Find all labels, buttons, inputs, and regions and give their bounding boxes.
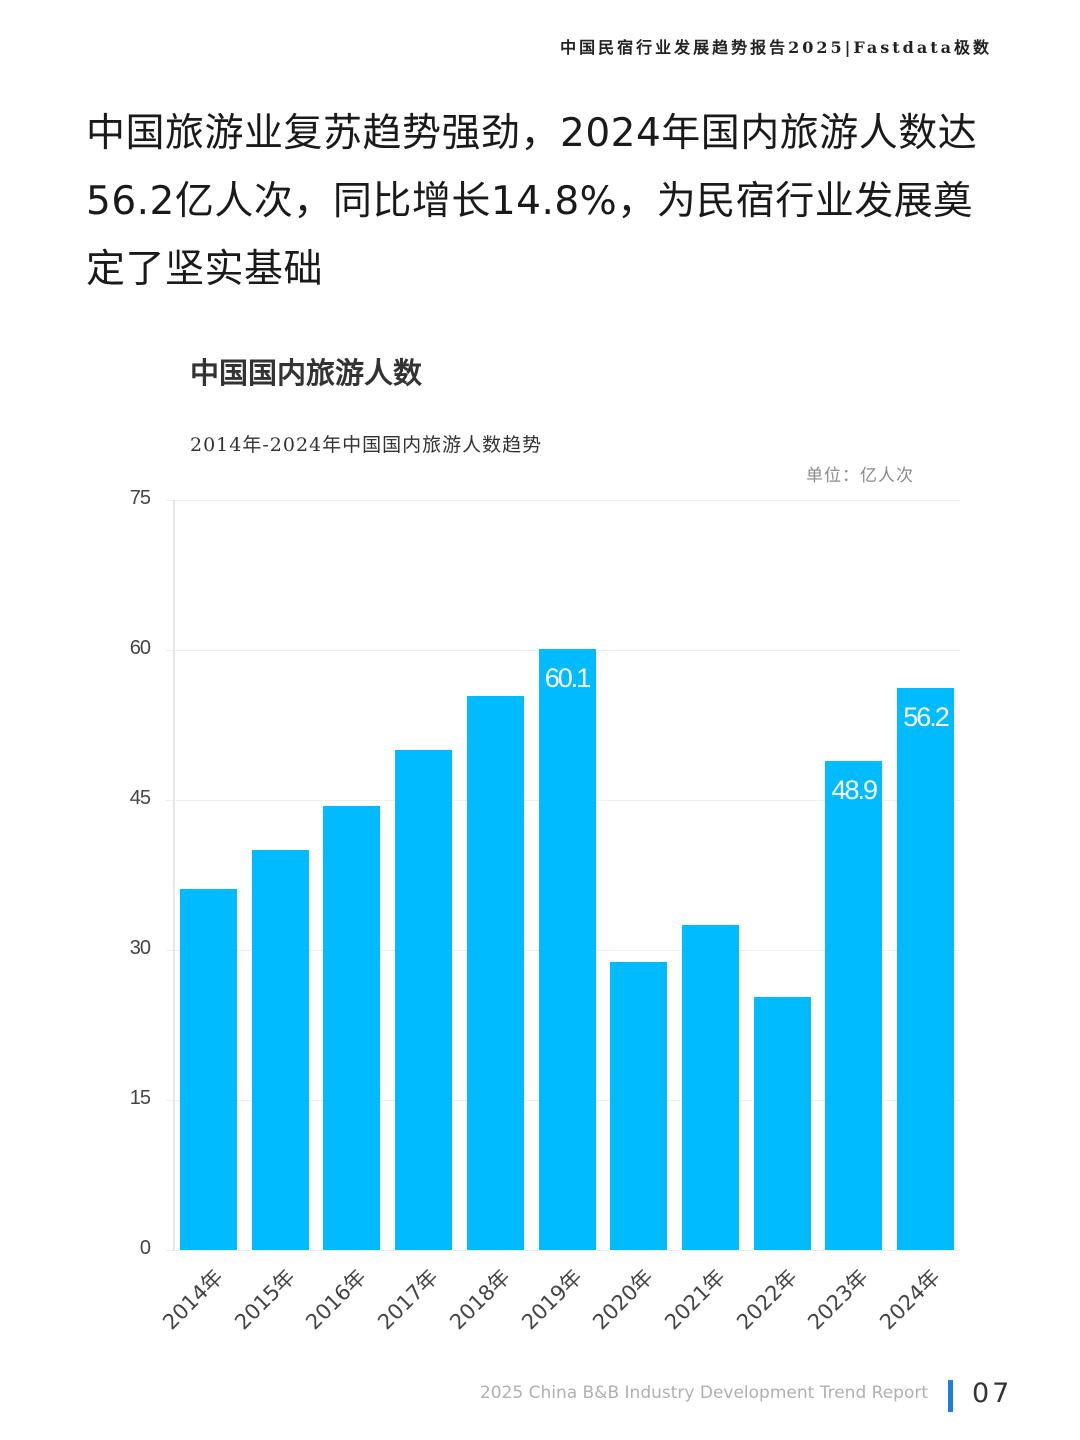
bar-value-label: 56.2	[903, 702, 950, 732]
y-axis-tick-label: 60	[129, 637, 151, 659]
x-axis-tick-label: 2014年	[158, 1264, 228, 1335]
gridline	[166, 500, 960, 501]
bar-2024: 56.2	[897, 688, 954, 1250]
footer-report-title: 2025 China B&B Industry Development Tren…	[479, 1383, 928, 1403]
bar-2017	[395, 750, 453, 1250]
x-axis-tick-label: 2023年	[803, 1264, 874, 1335]
chart-section-title: 中国国内旅游人数	[190, 356, 423, 390]
bar-2023: 48.9	[825, 761, 883, 1250]
footer-accent-bar	[948, 1380, 953, 1412]
bar-2016	[323, 806, 381, 1250]
y-axis-tick-label: 75	[129, 487, 151, 509]
x-axis-tick-label: 2024年	[875, 1264, 945, 1335]
x-axis-tick-label: 2020年	[588, 1264, 658, 1335]
bar-2018	[466, 696, 524, 1250]
x-axis-tick-label: 2021年	[660, 1264, 730, 1335]
bar-2019: 60.1	[538, 649, 596, 1250]
y-axis-tick-label: 30	[129, 937, 151, 959]
x-axis-tick-label: 2019年	[516, 1264, 587, 1335]
bar-2022	[753, 997, 811, 1250]
page-number: 07	[972, 1378, 1013, 1409]
bar-2015	[251, 850, 309, 1250]
y-axis-tick-label: 45	[129, 787, 151, 809]
x-axis-tick-label: 2018年	[444, 1264, 515, 1335]
gridline	[166, 1250, 960, 1251]
bar-2021	[681, 925, 739, 1250]
bar-2020	[610, 962, 668, 1250]
chart-subtitle: 2014年-2024年中国国内旅游人数趋势	[190, 434, 543, 456]
bar-value-label: 48.9	[831, 775, 879, 805]
bar-2014	[180, 889, 237, 1250]
x-axis-tick-label: 2016年	[301, 1264, 372, 1335]
running-header: 中国民宿行业发展趋势报告2025|Fastdata极数	[560, 38, 992, 57]
unit-label: 单位：亿人次	[806, 466, 914, 486]
x-axis-tick-label: 2022年	[731, 1264, 802, 1335]
bar-value-label: 60.1	[544, 663, 592, 693]
page-headline: 中国旅游业复苏趋势强劲，2024年国内旅游人数达56.2亿人次，同比增长14.8…	[86, 111, 978, 292]
x-axis-tick-label: 2017年	[373, 1264, 443, 1335]
y-axis-tick-label: 15	[129, 1087, 151, 1109]
x-axis-tick-label: 2015年	[229, 1264, 300, 1335]
y-axis-line	[173, 500, 175, 1251]
y-axis-tick-label: 0	[139, 1237, 151, 1259]
